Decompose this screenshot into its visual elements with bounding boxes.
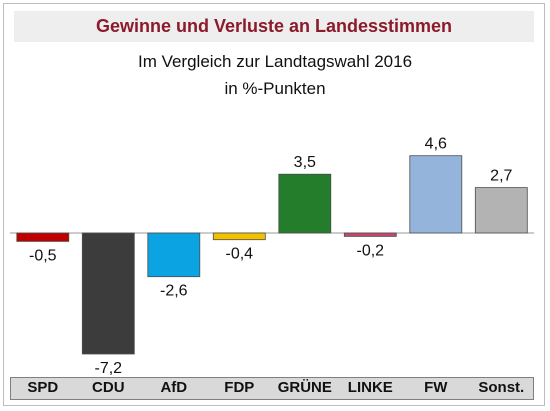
chart-frame xyxy=(3,3,545,406)
value-label-cdu: -7,2 xyxy=(95,360,123,377)
category-label-grne: GRÜNE xyxy=(277,379,332,396)
bar-linke xyxy=(343,232,397,237)
value-label-spd: -0,5 xyxy=(29,247,57,264)
bar-fdp xyxy=(212,232,266,241)
category-label-fw: FW xyxy=(424,379,448,396)
category-axis-band xyxy=(10,377,534,400)
category-label-sonst: Sonst. xyxy=(478,379,525,396)
value-label-linke: -0,2 xyxy=(357,242,385,259)
bar-spd xyxy=(16,232,70,242)
chart-subtitle-line2: in %-Punkten xyxy=(224,79,326,98)
category-label-linke: LINKE xyxy=(347,379,393,396)
bar-fw xyxy=(409,155,463,234)
bar-grne xyxy=(278,173,332,234)
category-label-fdp: FDP xyxy=(224,379,255,396)
value-label-grne: 3,5 xyxy=(294,154,316,171)
bar-sonst xyxy=(474,187,528,234)
chart-subtitle-line1: Im Vergleich zur Landtagswahl 2016 xyxy=(137,52,413,71)
chart-title: Gewinne und Verluste an Landesstimmen xyxy=(14,11,534,42)
value-label-sonst: 2,7 xyxy=(490,168,512,185)
category-label-spd: SPD xyxy=(27,379,59,396)
value-label-afd: -2,6 xyxy=(160,283,188,300)
bar-afd xyxy=(147,232,201,278)
category-label-afd: AfD xyxy=(160,379,188,396)
value-label-fdp: -0,4 xyxy=(226,246,254,263)
value-label-fw: 4,6 xyxy=(425,136,447,153)
bar-cdu xyxy=(81,232,135,355)
category-label-cdu: CDU xyxy=(92,379,125,396)
